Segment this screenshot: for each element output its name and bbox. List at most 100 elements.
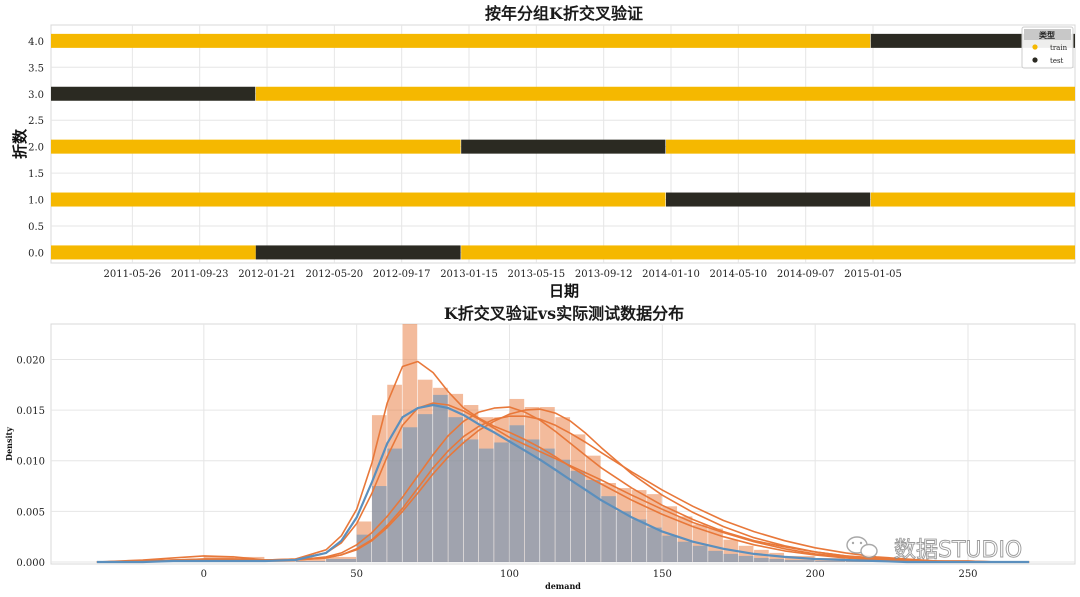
distribution-y-label: Density — [4, 427, 14, 461]
kfold-x-tick: 2014-05-10 — [710, 269, 768, 280]
test-hist-bar — [433, 394, 448, 562]
train-segment-fold-2 — [51, 139, 461, 154]
test-hist-bar — [387, 448, 402, 562]
test-hist-bar — [555, 459, 571, 562]
legend-title-bg — [1024, 29, 1071, 40]
legend-train-label: train — [1050, 44, 1068, 52]
test-hist-bar — [647, 527, 662, 562]
kfold-x-tick: 2013-05-15 — [508, 269, 566, 280]
kde-curve-fold-e — [96, 415, 1030, 563]
distribution-chart-title: K折交叉验证vs实际测试数据分布 — [444, 304, 684, 323]
kfold-y-tick: 0.0 — [28, 248, 44, 259]
kfold-segments — [51, 33, 1076, 260]
test-hist-bar — [402, 427, 418, 562]
watermark: 数据STUDIO — [846, 536, 1023, 563]
kfold-x-tick: 2012-01-21 — [238, 269, 296, 280]
legend-train-marker — [1032, 44, 1038, 50]
test-segment-fold-1 — [665, 192, 871, 207]
legend-test-marker — [1032, 57, 1038, 63]
test-hist-bar — [616, 511, 632, 562]
kfold-y-ticks: 0.0 0.5 1.0 1.5 2.0 2.5 3.0 3.5 4.0 — [28, 37, 44, 260]
test-hist-bar — [631, 519, 647, 562]
kfold-y-label: 折数 — [11, 128, 29, 159]
kfold-y-tick: 3.0 — [28, 90, 44, 101]
kde-curve-test — [96, 403, 1030, 564]
test-hist-bar — [295, 560, 326, 562]
test-segment-fold-2 — [461, 139, 666, 154]
dist-y-tick: 0.020 — [16, 355, 45, 366]
train-segment-fold-4 — [51, 33, 871, 48]
dist-x-tick: 50 — [350, 569, 363, 580]
kfold-y-tick: 4.0 — [28, 37, 44, 48]
validation-hist-bar — [769, 552, 785, 562]
kfold-x-tick: 2013-01-15 — [440, 269, 498, 280]
dist-x-tick: 100 — [500, 569, 519, 580]
test-hist-bar — [524, 439, 540, 562]
test-hist-bar — [692, 545, 708, 562]
legend-title: 类型 — [1039, 30, 1055, 40]
test-hist-bar — [417, 414, 433, 562]
kfold-x-tick: 2013-09-12 — [575, 269, 633, 280]
test-hist-bar — [723, 553, 739, 562]
test-hist-bar — [601, 496, 616, 562]
dist-x-tick: 250 — [958, 569, 977, 580]
kde-curve-fold-a — [96, 360, 1030, 563]
train-segment-fold-0 — [461, 245, 1075, 260]
test-hist-bar — [662, 535, 678, 562]
test-hist-bar — [463, 439, 479, 562]
kfold-y-tick: 2.5 — [28, 116, 44, 127]
watermark-text: 数据STUDIO — [894, 538, 1022, 563]
test-hist-bar — [585, 479, 601, 562]
test-hist-bar — [570, 470, 586, 562]
kfold-x-tick: 2012-09-17 — [373, 269, 431, 280]
kfold-y-tick: 0.5 — [28, 222, 44, 233]
train-segment-fold-1 — [870, 192, 1075, 207]
dist-y-tick: 0.015 — [16, 406, 45, 417]
kfold-x-tick: 2014-09-07 — [777, 269, 835, 280]
distribution-x-ticks: 0 50 100 150 200 250 — [201, 569, 978, 580]
test-hist-bar — [769, 558, 785, 562]
test-hist-bar — [540, 448, 555, 562]
train-segment-fold-2 — [665, 139, 1075, 154]
dist-y-tick: 0.000 — [16, 558, 45, 569]
test-hist-bar — [677, 541, 693, 562]
kfold-x-label: 日期 — [549, 282, 579, 300]
test-hist-bar — [708, 550, 723, 562]
test-hist-bar — [754, 557, 769, 562]
test-hist-bar — [494, 442, 509, 562]
dist-x-tick: 150 — [653, 569, 672, 580]
dist-x-tick: 200 — [806, 569, 825, 580]
kfold-chart: 按年分组K折交叉验证 0.0 0.5 1.0 1.5 2.0 2.5 3.0 3.5 4.0 2… — [11, 4, 1076, 300]
kfold-chart-title: 按年分组K折交叉验证 — [485, 4, 643, 23]
train-segment-fold-1 — [51, 192, 666, 207]
kfold-x-tick: 2011-05-26 — [104, 269, 162, 280]
wechat-icon — [846, 536, 878, 559]
kfold-x-ticks: 2011-05-26 2011-09-23 2012-01-21 2012-05-20… — [104, 269, 902, 280]
train-segment-fold-3 — [255, 86, 1076, 101]
kfold-x-tick: 2012-05-20 — [306, 269, 364, 280]
distribution-x-label: demand — [545, 581, 581, 591]
kfold-y-tick: 2.0 — [28, 143, 44, 154]
distribution-y-ticks: 0.000 0.005 0.010 0.015 0.020 — [16, 355, 45, 569]
test-hist-bar — [784, 559, 815, 562]
kfold-y-tick: 1.0 — [28, 196, 44, 207]
legend-test-label: test — [1050, 57, 1064, 65]
kfold-legend: 类型 train test — [1021, 26, 1074, 69]
distribution-chart: K折交叉验证vs实际测试数据分布 0.0000.0050.0100.0150.0… — [4, 304, 1076, 591]
dist-y-tick: 0.010 — [16, 457, 45, 468]
train-segment-fold-0 — [51, 245, 256, 260]
test-segment-fold-0 — [255, 245, 461, 260]
kde-curves — [96, 360, 1030, 564]
test-hist-bar — [738, 555, 754, 562]
validation-hist-bar — [295, 558, 326, 562]
dist-x-tick: 0 — [201, 569, 207, 580]
test-hist-bar — [815, 560, 846, 562]
kfold-x-tick: 2015-01-05 — [844, 269, 902, 280]
distribution-plot-area — [50, 323, 1076, 565]
test-hist-bar — [478, 448, 494, 562]
kfold-x-tick: 2011-09-23 — [171, 269, 229, 280]
test-hist-bar — [326, 558, 357, 562]
test-hist-bar — [509, 425, 525, 562]
kfold-x-tick: 2014-01-10 — [642, 269, 700, 280]
kfold-y-tick: 1.5 — [28, 169, 44, 180]
